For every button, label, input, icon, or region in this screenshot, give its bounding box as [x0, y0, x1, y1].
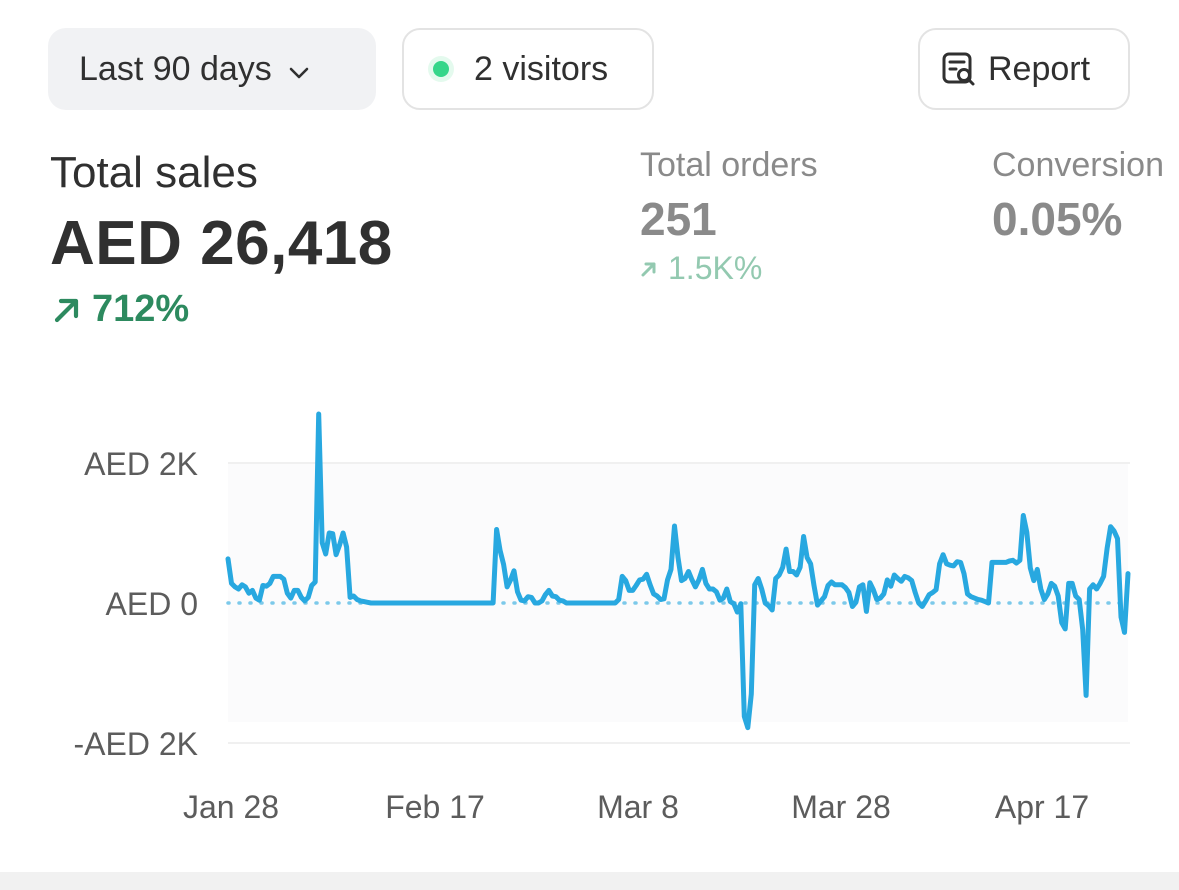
date-range-button[interactable]: Last 90 days — [48, 28, 376, 110]
total-sales-value: AED 26,418 — [50, 209, 393, 278]
report-button[interactable]: Report — [918, 28, 1130, 110]
report-label: Report — [988, 49, 1091, 88]
report-search-icon — [942, 52, 975, 86]
arrow-up-right-icon — [641, 262, 656, 276]
total-orders-label: Total orders — [640, 146, 818, 184]
total-orders-value: 251 — [640, 193, 717, 245]
x-tick-label: Apr 17 — [995, 789, 1089, 825]
bottom-divider — [0, 872, 1179, 890]
y-tick-label: AED 2K — [84, 446, 198, 482]
x-tick-label: Jan 28 — [183, 789, 279, 825]
total-orders-change-value: 1.5K% — [668, 250, 763, 286]
date-range-label: Last 90 days — [79, 49, 272, 88]
y-tick-label: AED 0 — [106, 586, 198, 622]
arrow-up-right-icon — [54, 298, 79, 322]
total-orders-change: 1.5K% — [640, 250, 762, 287]
plot-area — [228, 463, 1128, 722]
x-tick-label: Mar 8 — [597, 789, 679, 825]
sales-series-line — [225, 411, 1131, 731]
chevron-down-icon — [286, 56, 312, 82]
x-tick-label: Mar 28 — [791, 789, 891, 825]
live-status-dot-icon — [428, 56, 454, 82]
conversion-label: Conversion — [992, 146, 1164, 184]
visitors-label: 2 visitors — [474, 49, 609, 88]
y-tick-label: -AED 2K — [74, 726, 198, 762]
total-sales-change: 712% — [50, 288, 189, 331]
conversion-value: 0.05% — [992, 193, 1123, 245]
total-sales-change-value: 712% — [92, 288, 190, 330]
total-sales-label: Total sales — [50, 148, 258, 197]
x-tick-label: Feb 17 — [385, 789, 485, 825]
live-visitors-button[interactable]: 2 visitors — [402, 28, 654, 110]
sales-line-chart: AED 2K AED 0 -AED 2K Jan 28 Feb 17 Mar 8 Mar 2… — [74, 411, 1131, 825]
